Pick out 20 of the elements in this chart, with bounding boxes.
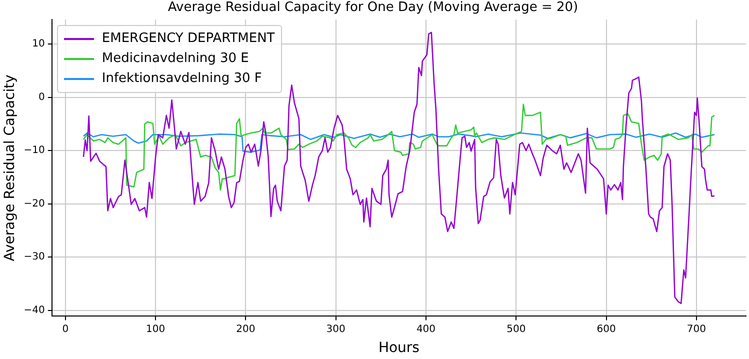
x-tick-label: 500: [506, 324, 526, 335]
y-tick-label: 0: [38, 92, 45, 103]
x-tick-label: 400: [416, 324, 436, 335]
x-tick-label: 300: [326, 324, 346, 335]
x-tick-label: 600: [596, 324, 616, 335]
y-tick-label: 10: [32, 38, 45, 50]
y-tick-label: −30: [24, 252, 45, 263]
x-axis-title: Hours: [378, 340, 420, 356]
y-tick-label: −10: [24, 145, 45, 156]
legend-label: EMERGENCY DEPARTMENT: [102, 31, 275, 46]
legend-label: Medicinavdelning 30 E: [102, 51, 249, 66]
x-tick-label: 100: [146, 324, 166, 335]
y-axis-title: Average Residual Capacity: [2, 74, 18, 262]
y-tick-label: −40: [24, 304, 45, 316]
legend-label: Infektionsavdelning 30 F: [102, 71, 262, 86]
x-tick-label: 0: [62, 324, 69, 335]
x-tick-label: 200: [236, 324, 256, 335]
x-tick-label: 700: [686, 324, 706, 335]
chart-title: Average Residual Capacity for One Day (Moving Average = 20): [168, 0, 578, 16]
y-tick-label: −20: [24, 198, 45, 210]
